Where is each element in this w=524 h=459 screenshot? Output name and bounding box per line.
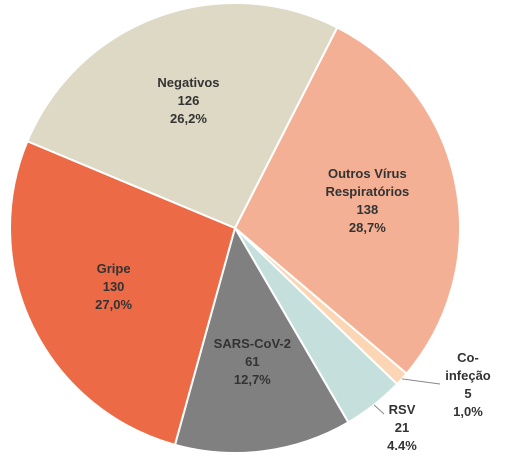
slice-percent: 27,0% (95, 297, 133, 312)
slice-label: Co-infeção 5 1,0% (440, 349, 496, 421)
pie-slice (26, 2, 339, 230)
slice-count: 5 (464, 386, 472, 401)
pie-slice (233, 26, 461, 375)
slice-label: RSV 21 4.4% (387, 401, 417, 455)
pie-slice (9, 139, 237, 447)
leader-line (401, 378, 441, 385)
slice-percent: 26,2% (170, 111, 207, 127)
slice-count: 126 (177, 93, 200, 109)
slice-count: 138 (356, 202, 379, 218)
leader-line (373, 404, 385, 415)
slice-percent: 28,7% (348, 220, 386, 236)
slice-percent: 4.4% (387, 438, 417, 453)
slice-name: Outros Vírus Respiratórios (325, 166, 410, 200)
slice-count: 130 (102, 279, 125, 294)
slice-label: Negativos 126 26,2% (157, 74, 219, 128)
slice-percent: 1,0% (453, 404, 483, 419)
slice-name: Negativos (157, 75, 220, 91)
slice-label: Outros Vírus Respiratórios 138 28,7% (312, 165, 422, 237)
slice-name: SARS-CoV-2 (213, 335, 291, 351)
slice-name: Co-infeção (445, 350, 491, 383)
slice-label: Gripe 130 27,0% (95, 260, 132, 314)
slice-count: 21 (394, 420, 410, 435)
slice-label: SARS-CoV-2 61 12,7% (214, 335, 291, 389)
slice-name: Gripe (96, 261, 131, 276)
slice-count: 61 (245, 353, 260, 369)
slice-percent: 12,7% (233, 371, 271, 387)
pie-slice (173, 225, 350, 454)
slice-name: RSV (388, 402, 416, 417)
